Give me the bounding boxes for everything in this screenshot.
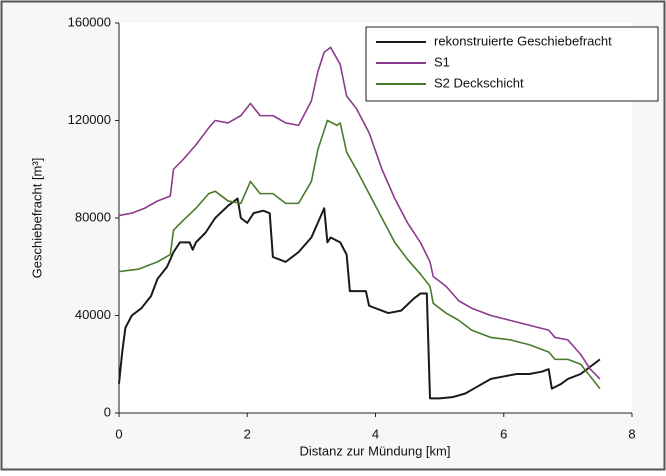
x-tick-label: 4 bbox=[372, 426, 379, 441]
y-tick-label: 120000 bbox=[68, 112, 111, 127]
y-tick-label: 40000 bbox=[75, 307, 111, 322]
x-axis-label: Distanz zur Mündung [km] bbox=[299, 443, 450, 458]
legend-label: S2 Deckschicht bbox=[434, 75, 524, 90]
legend-label: S1 bbox=[434, 54, 450, 69]
y-tick-label: 80000 bbox=[75, 209, 111, 224]
line-series bbox=[118, 197, 601, 400]
x-tick-label: 8 bbox=[628, 426, 635, 441]
y-axis-label: Geschiebefracht [m³] bbox=[29, 158, 44, 279]
line-series bbox=[118, 46, 601, 380]
line-series bbox=[118, 119, 601, 390]
x-tick-label: 6 bbox=[500, 426, 507, 441]
x-tick-label: 2 bbox=[244, 426, 251, 441]
y-tick-label: 0 bbox=[104, 404, 111, 419]
x-tick-label: 0 bbox=[115, 426, 122, 441]
legend-label: rekonstruierte Geschiebefracht bbox=[434, 33, 612, 48]
y-tick-label: 160000 bbox=[68, 14, 111, 29]
